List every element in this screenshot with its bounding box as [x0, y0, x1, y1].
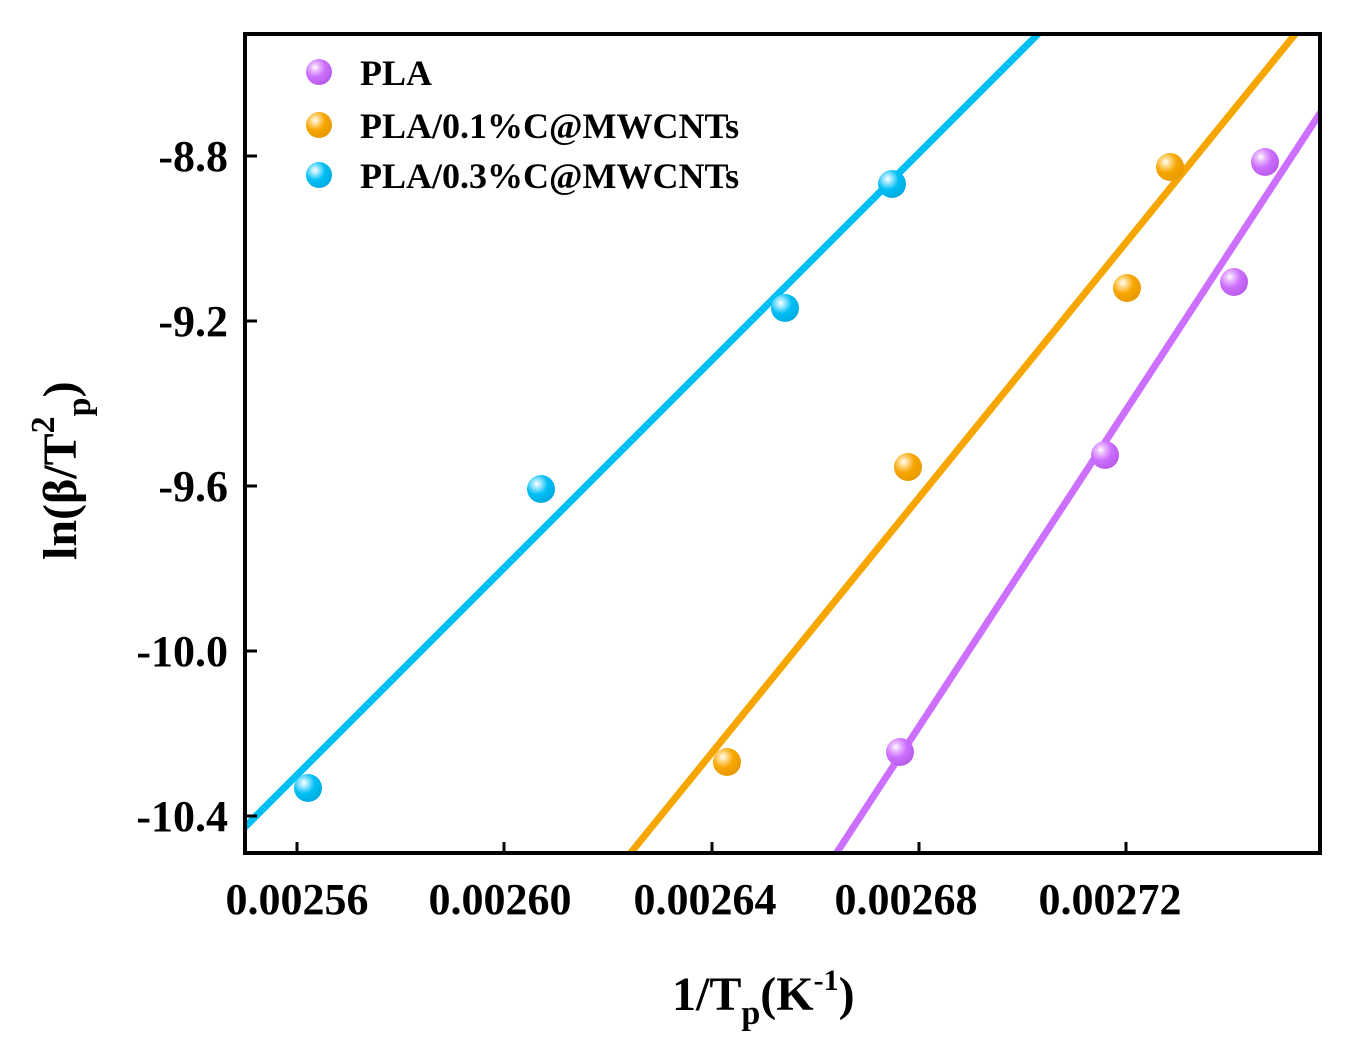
x-tick-label: 0.00268	[835, 875, 978, 924]
data-point	[1220, 268, 1248, 296]
data-point	[294, 774, 322, 802]
y-tick-label: -10.4	[136, 792, 228, 841]
legend-label-pla: PLA	[360, 53, 432, 93]
x-tick-label: 0.00264	[634, 875, 777, 924]
data-point	[894, 453, 922, 481]
x-tick-label: 0.00260	[429, 875, 572, 924]
x-tick-label: 0.00256	[226, 875, 369, 924]
legend-label-pla-0.1: PLA/0.1%C@MWCNTs	[360, 106, 739, 146]
y-tick-label: -8.8	[158, 132, 228, 181]
fit-line-pla	[833, 108, 1319, 851]
plot-frame	[243, 32, 1322, 855]
legend-marker-pla-0.3	[306, 162, 332, 188]
fit-line-pla-0.1	[627, 35, 1299, 851]
legend-label-pla-0.3: PLA/0.3%C@MWCNTs	[360, 156, 739, 196]
legend-marker-pla	[306, 59, 332, 85]
data-point	[527, 475, 555, 503]
x-tick-label: 0.00272	[1039, 875, 1182, 924]
data-point	[1091, 441, 1119, 469]
fit-line-pla-0.3	[246, 35, 1042, 831]
legend-marker-pla-0.1	[306, 112, 332, 138]
y-tick-label: -9.6	[158, 462, 228, 511]
data-point	[886, 738, 914, 766]
series-pla-0.3-points	[294, 170, 906, 802]
y-axis-tick-labels: -8.8 -9.2 -9.6 -10.0 -10.4	[136, 132, 228, 841]
y-tick-label: -10.0	[136, 627, 228, 676]
x-axis-tick-labels: 0.00256 0.00260 0.00264 0.00268 0.00272	[226, 875, 1182, 924]
series-pla-points	[886, 148, 1279, 766]
data-point	[1251, 148, 1279, 176]
data-point	[771, 294, 799, 322]
series-pla-0.1-points	[713, 153, 1184, 776]
legend: PLA PLA/0.1%C@MWCNTs PLA/0.3%C@MWCNTs	[306, 53, 739, 196]
x-axis-ticks	[295, 842, 1128, 853]
y-axis-ticks	[245, 154, 257, 818]
data-point	[713, 748, 741, 776]
data-point	[878, 170, 906, 198]
fit-lines	[246, 35, 1319, 851]
data-point	[1113, 274, 1141, 302]
data-point	[1156, 153, 1184, 181]
y-axis-title: ln(β/T2p)	[25, 381, 98, 560]
y-tick-label: -9.2	[158, 297, 228, 346]
x-axis-title: 1/Tp(K-1)	[672, 964, 855, 1032]
